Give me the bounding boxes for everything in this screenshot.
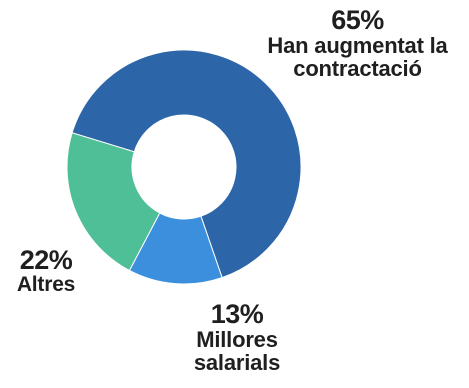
slice-label-millores: 13% Millores salarials <box>182 300 292 375</box>
donut-slice-altres <box>66 132 161 272</box>
slice-desc-millores-line2: salarials <box>193 350 281 376</box>
slice-desc-altres-line1: Altres <box>16 273 76 297</box>
slice-desc-contractacio-line2: contractació <box>293 56 422 82</box>
slice-label-contractacio: 65% Han augmentat la contractació <box>250 6 465 81</box>
slice-pct-millores: 13% <box>210 299 264 329</box>
slice-desc-millores-line1: Millores <box>196 327 278 353</box>
slice-pct-altres: 22% <box>19 245 73 275</box>
slice-label-altres: 22% Altres <box>0 246 92 296</box>
slice-desc-contractacio-line1: Han augmentat la <box>267 33 448 59</box>
donut-slice-contractacio <box>71 49 302 279</box>
slice-pct-contractacio: 65% <box>331 5 384 35</box>
